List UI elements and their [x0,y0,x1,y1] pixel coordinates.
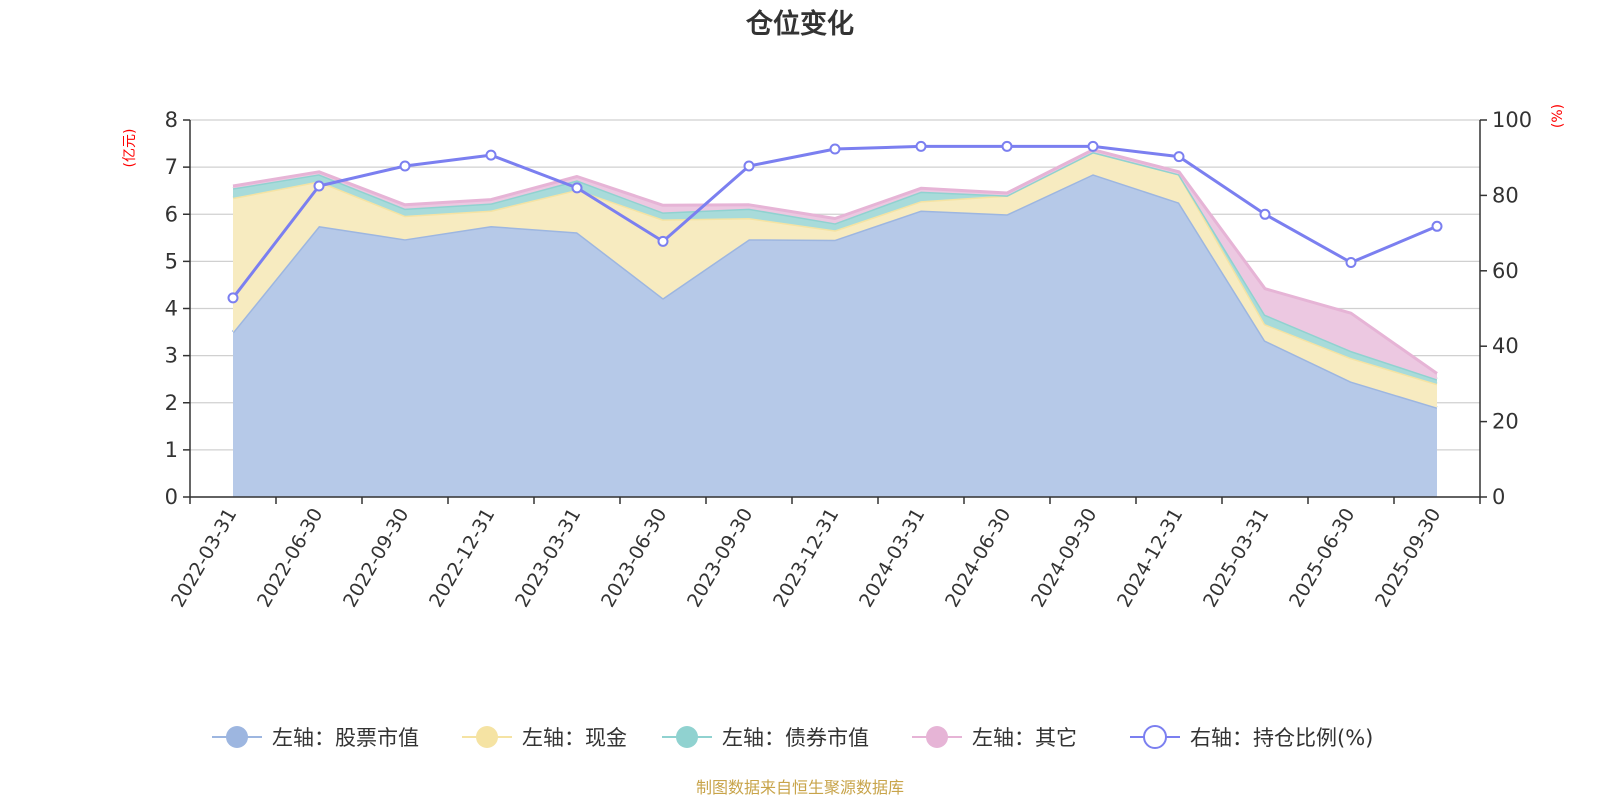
left-tick-label: 1 [165,438,178,462]
x-tick-label: 2024-12-31 [1113,505,1187,612]
legend-label: 右轴：持仓比例(%) [1190,726,1373,750]
ratio-point [829,143,841,155]
x-tick-label: 2022-06-30 [253,505,327,612]
ratio-point [485,149,497,161]
legend-marker [226,726,248,748]
right-tick-label: 80 [1492,183,1519,207]
x-tick-label: 2022-09-30 [339,505,413,612]
chart-title: 仓位变化 [745,8,854,40]
ratio-point [657,235,669,247]
ratio-point [915,140,927,152]
legend-item[interactable]: 左轴：其它 [912,726,1077,750]
ratio-point [1259,208,1271,220]
ratio-point [743,160,755,172]
ratio-point [399,160,411,172]
x-tick-label: 2024-06-30 [941,505,1015,612]
legend-item[interactable]: 左轴：现金 [462,726,627,750]
ratio-point [571,182,583,194]
right-axis-unit: (%) [1550,104,1566,128]
legend-label: 左轴：其它 [972,726,1077,750]
legend-marker [676,726,698,748]
legend-marker [476,726,498,748]
legend-label: 左轴：债券市值 [722,726,869,750]
ratio-point [1173,151,1185,163]
stacked-areas [231,148,1438,497]
left-axis-unit: (亿元) [122,129,138,168]
right-tick-label: 20 [1492,410,1519,434]
area-series-1 [233,174,1437,497]
x-tick-label: 2025-09-30 [1371,505,1445,612]
area-series-2 [233,152,1437,408]
ratio-point [1431,220,1443,232]
left-tick-label: 5 [165,249,178,273]
x-tick-label: 2023-12-31 [769,505,843,612]
ratio-point [227,292,239,304]
source-note: 制图数据来自恒生聚源数据库 [696,778,904,797]
x-tick-label: 2022-12-31 [425,505,499,612]
right-tick-label: 60 [1492,259,1519,283]
legend-label: 左轴：股票市值 [272,726,419,750]
x-tick-label: 2025-03-31 [1199,505,1273,612]
legend-label: 左轴：现金 [522,726,627,750]
left-tick-label: 8 [165,108,178,132]
legend-marker [1143,725,1167,749]
legend-item[interactable]: 右轴：持仓比例(%) [1130,725,1373,750]
left-tick-label: 0 [165,485,178,509]
legend-item[interactable]: 左轴：股票市值 [212,726,419,750]
right-tick-label: 0 [1492,485,1505,509]
right-tick-label: 40 [1492,334,1519,358]
x-tick-label: 2024-09-30 [1027,505,1101,612]
left-tick-label: 3 [165,344,178,368]
left-tick-label: 4 [165,297,178,321]
right-tick-label: 100 [1492,108,1532,132]
ratio-point [313,180,325,192]
left-tick-label: 6 [165,202,178,226]
x-tick-label: 2022-03-31 [167,505,241,612]
x-tick-label: 2023-09-30 [683,505,757,612]
legend-item[interactable]: 左轴：债券市值 [662,726,869,750]
legend-marker [926,726,948,748]
x-tick-label: 2023-03-31 [511,505,585,612]
left-tick-label: 2 [165,391,178,415]
ratio-point [1087,140,1099,152]
x-tick-label: 2023-06-30 [597,505,671,612]
x-tick-label: 2024-03-31 [855,505,929,612]
ratio-line [227,140,1443,304]
area-series-4-line [232,148,1438,375]
legend: 左轴：股票市值 左轴：现金 左轴：债券市值 左轴：其它 右轴：持仓比例(%) [212,725,1373,750]
x-tick-label: 2025-06-30 [1285,505,1359,612]
ratio-point [1345,257,1357,268]
left-tick-label: 7 [165,155,178,179]
ratio-point [1001,140,1013,152]
